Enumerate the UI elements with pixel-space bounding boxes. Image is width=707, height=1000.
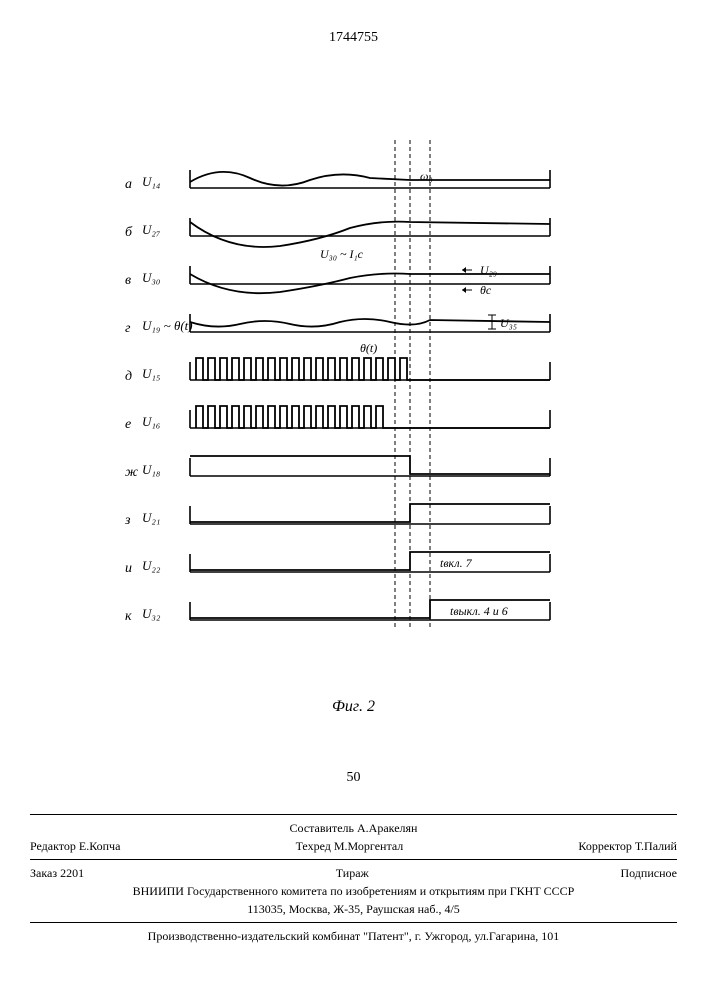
tirage-label: Тираж [336, 864, 369, 882]
svg-text:U₁₈: U₁₈ [142, 462, 161, 477]
svg-text:U₃₂: U₃₂ [142, 606, 161, 621]
svg-text:U₁₅: U₁₅ [142, 366, 160, 381]
corrector-label: Корректор [578, 839, 632, 853]
svg-text:в: в [125, 273, 131, 288]
order-no: 2201 [60, 866, 84, 880]
svg-text:U₂₇: U₂₇ [142, 222, 161, 237]
svg-text:tвкл. 7: tвкл. 7 [440, 556, 473, 570]
svg-text:U₂₂: U₂₂ [142, 558, 161, 573]
svg-text:к: к [125, 609, 132, 624]
svg-text:tвыкл. 4 и 6: tвыкл. 4 и 6 [450, 604, 508, 618]
svg-text:θ(t): θ(t) [360, 341, 377, 355]
svg-text:θc: θc [480, 283, 492, 297]
svg-text:ж: ж [125, 465, 138, 480]
svg-text:U₃₅: U₃₅ [500, 316, 517, 330]
svg-text:а: а [125, 177, 132, 192]
svg-text:U₃₀ ~ I₁c: U₃₀ ~ I₁c [320, 247, 364, 261]
compiler-name: А.Аракелян [357, 821, 417, 835]
svg-text:г: г [125, 321, 131, 336]
order-label: Заказ [30, 866, 57, 880]
svg-text:и: и [125, 561, 132, 576]
editor-name: Е.Копча [79, 839, 121, 853]
svg-text:д: д [125, 369, 132, 384]
document-number: 1744755 [329, 30, 378, 46]
svg-text:ω₀: ω₀ [420, 169, 433, 183]
svg-text:U₂₁: U₂₁ [142, 510, 160, 525]
page-sub-number: 50 [347, 770, 361, 786]
org-line: ВНИИПИ Государственного комитета по изоб… [30, 882, 677, 900]
svg-text:е: е [125, 417, 131, 432]
svg-text:U₃₀: U₃₀ [142, 270, 160, 285]
svg-text:U₂₉: U₂₉ [480, 263, 497, 277]
timing-diagram: а U₁₄ ω₀ б U₂₇ в U₃₀ U₃₀ ~ I₁c U₂₉ θc г U₁₉ ~ θ(t) U… [120, 130, 570, 690]
editor-label: Редактор [30, 839, 76, 853]
techred-name: М.Моргентал [334, 839, 403, 853]
techred-label: Техред [296, 839, 331, 853]
svg-text:U₁₄: U₁₄ [142, 174, 161, 189]
corrector-name: Т.Палий [635, 839, 677, 853]
compiler-label: Составитель [290, 821, 354, 835]
publisher: Производственно-издательский комбинат "П… [30, 927, 677, 945]
svg-text:U₁₉ ~ θ(t): U₁₉ ~ θ(t) [142, 318, 193, 333]
svg-text:б: б [125, 225, 133, 240]
svg-text:з: з [124, 513, 131, 528]
address: 113035, Москва, Ж-35, Раушская наб., 4/5 [30, 900, 677, 918]
figure-caption: Фиг. 2 [332, 698, 375, 716]
svg-text:U₁₆: U₁₆ [142, 414, 160, 429]
imprint-block: Составитель А.Аракелян Редактор Е.Копча … [30, 810, 677, 945]
subscription: Подписное [620, 864, 677, 882]
